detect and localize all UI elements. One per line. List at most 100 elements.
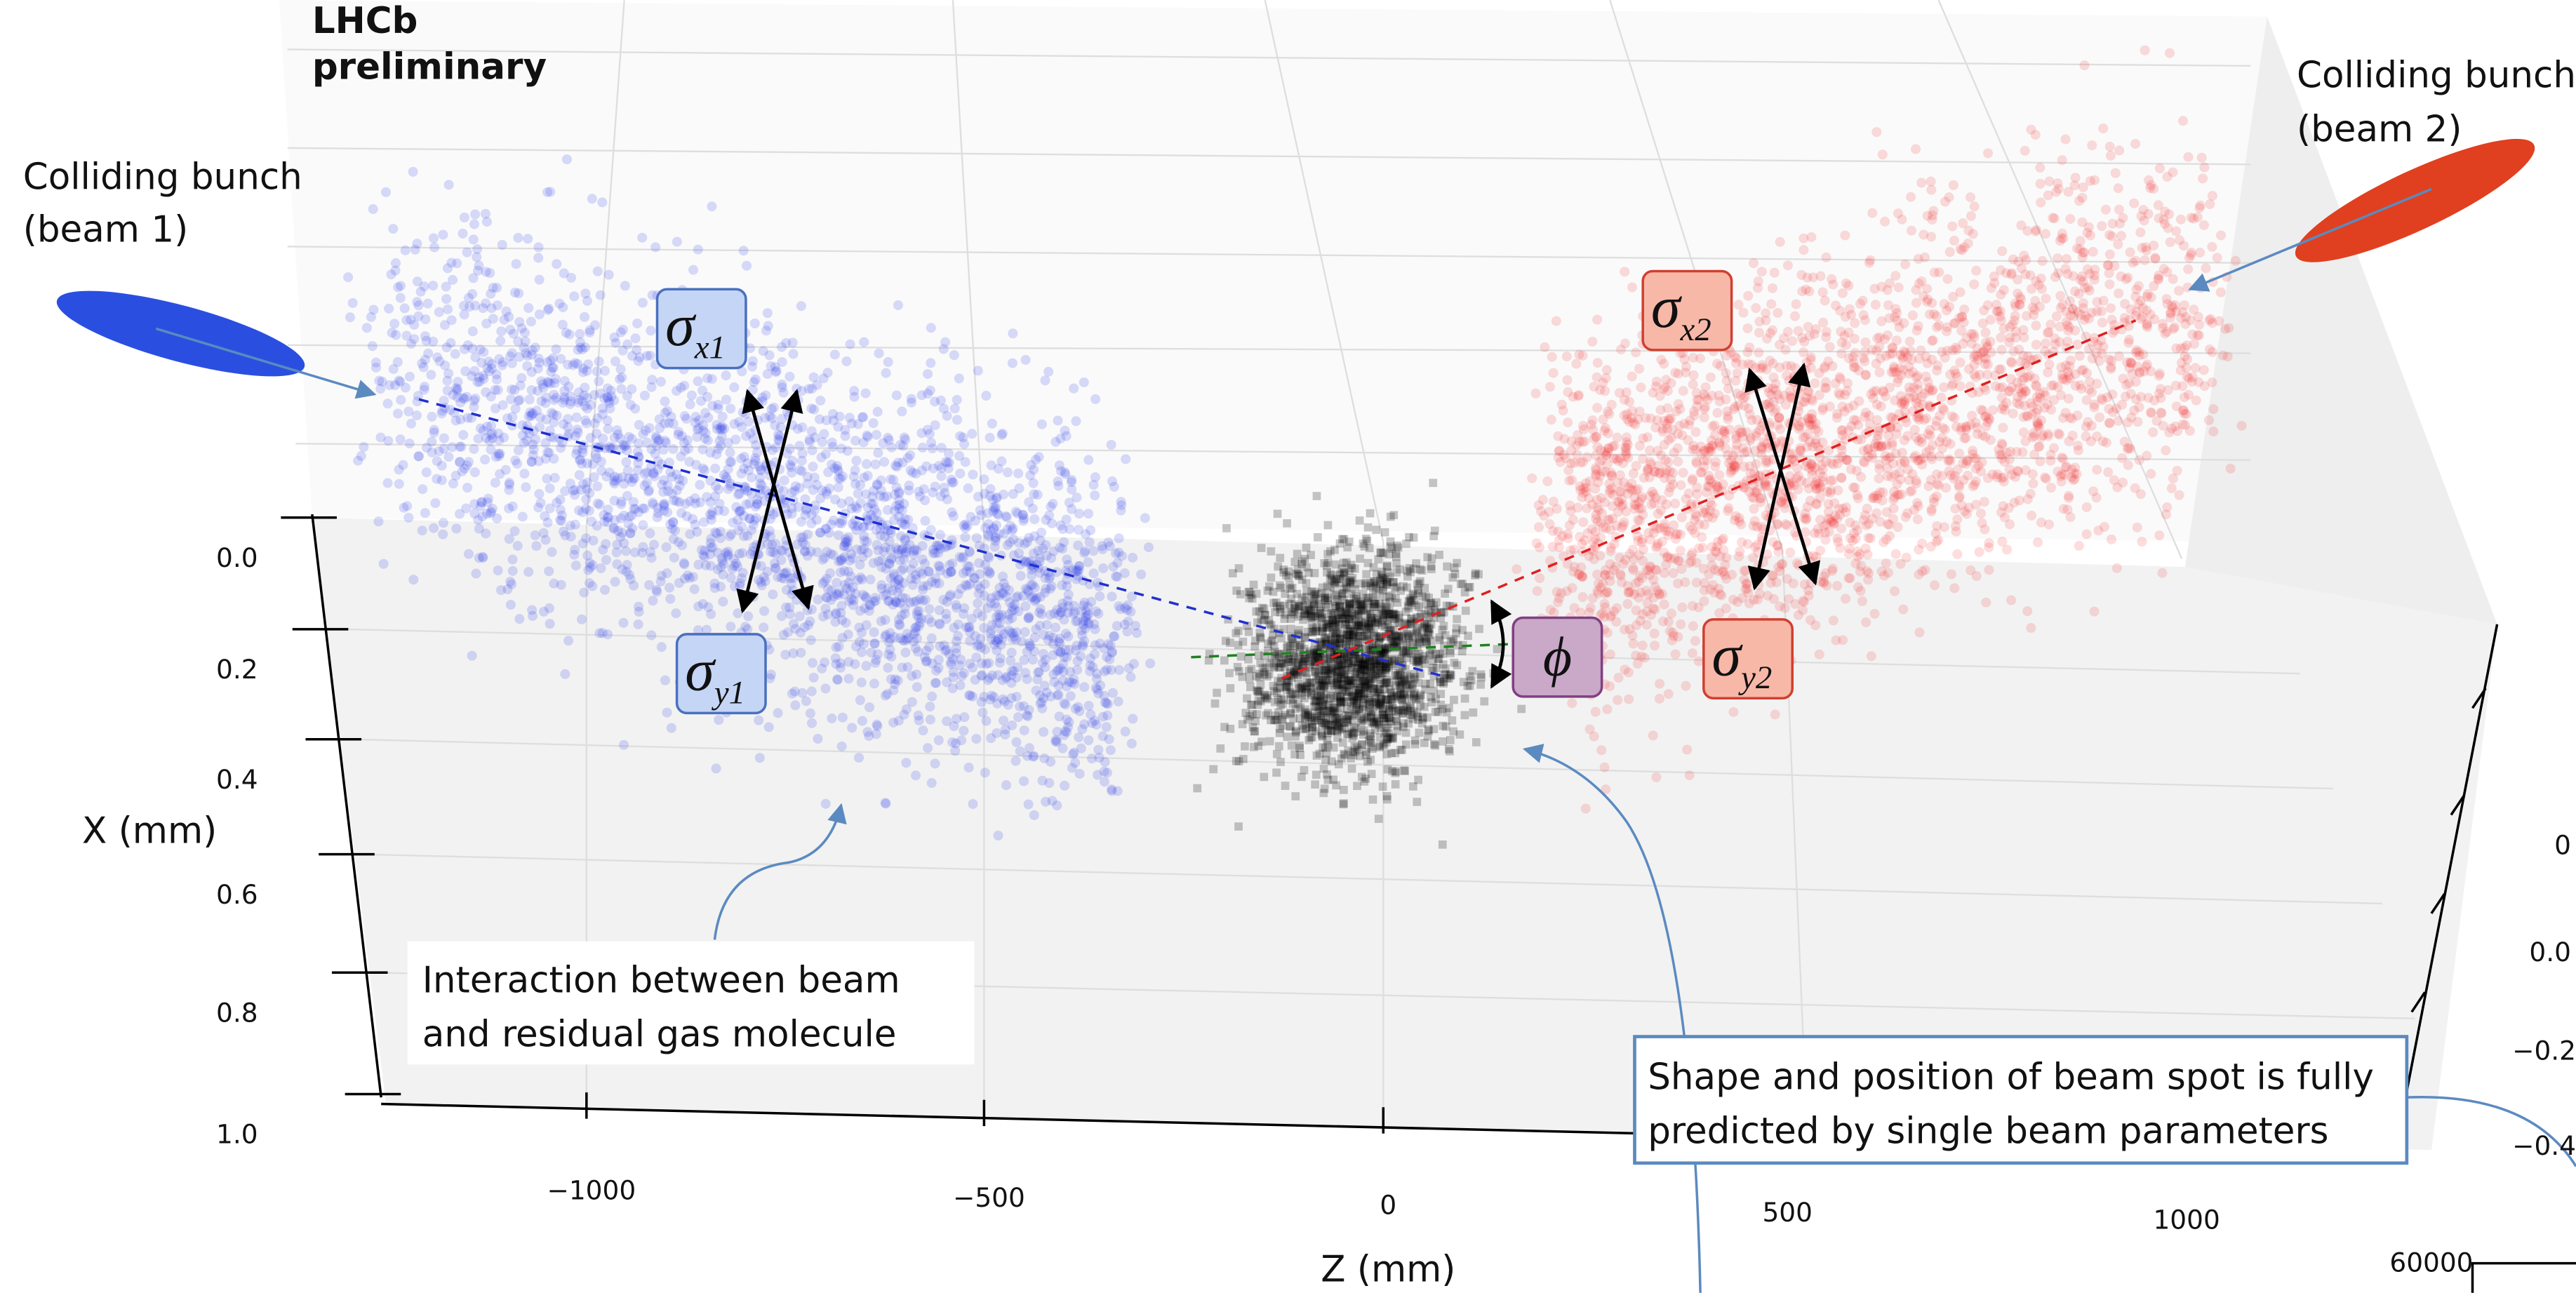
point [1577, 351, 1587, 361]
point [841, 618, 850, 628]
point [1567, 475, 1577, 485]
point [698, 445, 708, 455]
point [2195, 248, 2205, 257]
point [443, 263, 453, 273]
point [1097, 544, 1107, 554]
point [947, 737, 957, 747]
point [764, 722, 774, 732]
point [527, 605, 537, 615]
point [1145, 659, 1155, 669]
point [1870, 609, 1880, 619]
point [2208, 404, 2218, 414]
point [756, 561, 766, 571]
point [968, 799, 977, 809]
point [417, 359, 427, 368]
point [924, 604, 934, 614]
point [1700, 404, 1709, 414]
point [1914, 627, 1924, 637]
point [980, 560, 990, 570]
point [998, 572, 1008, 582]
point [749, 592, 759, 602]
point [1108, 688, 1118, 698]
point [412, 239, 422, 248]
point [1043, 367, 1053, 377]
point [1747, 360, 1756, 370]
point [2023, 494, 2033, 504]
point [834, 518, 844, 528]
point [406, 419, 416, 429]
point [1057, 744, 1067, 753]
point [834, 642, 843, 652]
point [1077, 630, 1087, 640]
point [709, 579, 719, 589]
point [1596, 445, 1606, 455]
point [1878, 495, 1888, 505]
point [1028, 504, 1038, 514]
point [409, 320, 419, 330]
point [2176, 215, 2186, 225]
point [703, 602, 713, 612]
point [1937, 347, 1947, 356]
point [676, 508, 686, 518]
point [575, 470, 585, 480]
point [1925, 425, 1935, 435]
point [952, 600, 961, 610]
point [2129, 406, 2139, 415]
point [418, 484, 427, 494]
point [1841, 279, 1851, 288]
point [627, 523, 637, 533]
point [441, 282, 451, 292]
point [985, 673, 994, 683]
point [742, 261, 752, 271]
point [1063, 631, 1073, 641]
point [930, 573, 940, 583]
point [1001, 674, 1011, 683]
point [1859, 457, 1869, 467]
point [1722, 351, 1732, 361]
point [1811, 324, 1821, 334]
point [1733, 300, 1743, 309]
point [892, 462, 902, 471]
point [999, 716, 1008, 725]
point [1113, 786, 1123, 796]
point [1087, 718, 1097, 728]
point [646, 351, 655, 361]
point [556, 443, 566, 453]
point [1071, 704, 1081, 714]
point [1998, 501, 2008, 511]
point [1102, 722, 1112, 732]
point [954, 451, 964, 461]
point [1850, 483, 1860, 493]
point [549, 579, 559, 589]
point [1831, 300, 1841, 310]
point [1058, 666, 1068, 676]
point [1627, 372, 1637, 382]
point [1511, 564, 1521, 574]
point [2105, 142, 2115, 152]
point [1891, 549, 1901, 559]
point [714, 715, 723, 725]
point [535, 275, 545, 285]
point [443, 368, 453, 378]
point [1864, 258, 1874, 268]
point [1126, 607, 1135, 617]
point [2007, 470, 2017, 480]
point [1008, 489, 1018, 499]
point [1664, 689, 1674, 699]
point [2154, 271, 2163, 281]
point [1723, 503, 1733, 513]
point [1789, 579, 1798, 589]
point [1044, 778, 1054, 788]
point [869, 678, 879, 688]
point [646, 631, 656, 641]
point [437, 461, 447, 471]
point [1024, 532, 1034, 542]
point [954, 373, 964, 383]
point [596, 457, 606, 467]
point [958, 432, 968, 442]
point [1069, 384, 1079, 394]
point [770, 549, 780, 558]
point [2051, 187, 2061, 197]
point [2115, 219, 2125, 229]
point [1016, 571, 1026, 581]
